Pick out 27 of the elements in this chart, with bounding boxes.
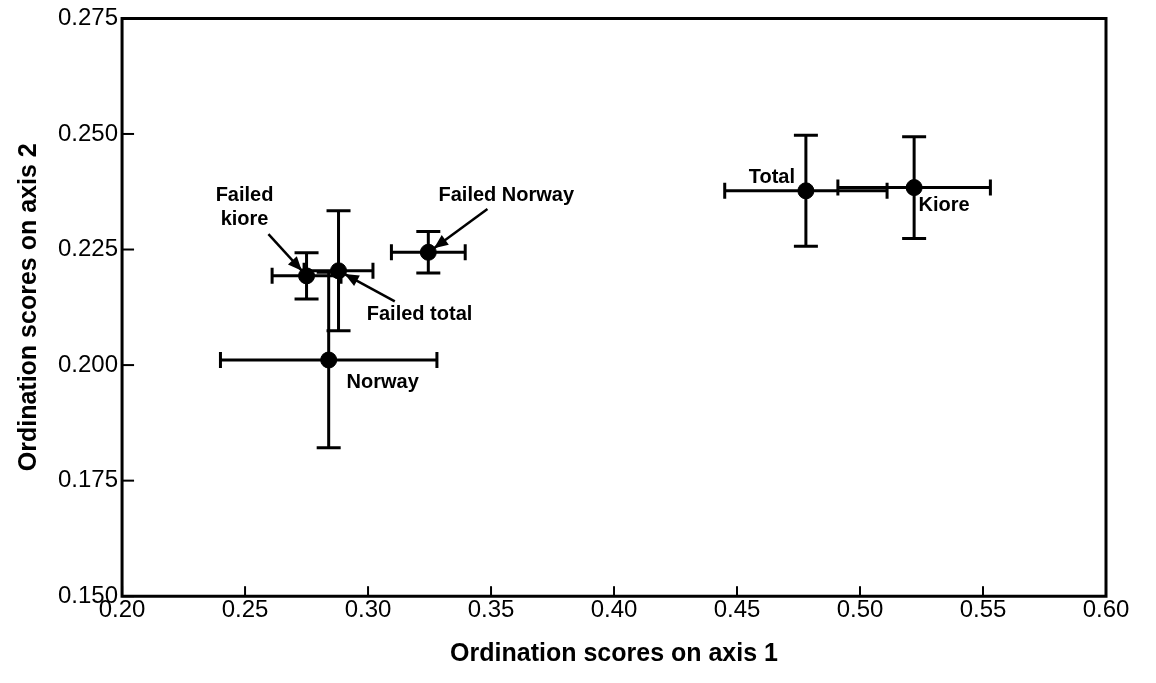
y-axis-title: Ordination scores on axis 2 xyxy=(12,143,41,472)
x-tick-label: 0.45 xyxy=(713,595,761,623)
point xyxy=(320,351,338,369)
y-tick-label: 0.275 xyxy=(58,3,119,31)
x-tick-label: 0.55 xyxy=(959,595,1007,623)
y-tick-label: 0.250 xyxy=(58,118,119,146)
x-axis-title: Ordination scores on axis 1 xyxy=(450,637,779,666)
annotation: Failed Norway xyxy=(438,182,575,205)
x-tick-label: 0.60 xyxy=(1082,595,1130,623)
annotation: Total xyxy=(748,165,796,188)
annotation: Failed kiore xyxy=(215,183,274,230)
y-tick-label: 0.200 xyxy=(58,349,119,377)
point xyxy=(419,243,437,261)
x-tick-label: 0.50 xyxy=(836,595,884,623)
x-tick-label: 0.25 xyxy=(221,595,269,623)
x-tick-label: 0.35 xyxy=(467,595,515,623)
x-tick-label: 0.40 xyxy=(590,595,638,623)
point xyxy=(797,182,815,200)
annotation: Failed total xyxy=(366,302,473,325)
y-tick-label: 0.225 xyxy=(58,234,119,262)
point xyxy=(298,267,316,285)
annotation: Kiore xyxy=(918,193,970,216)
y-tick-label: 0.175 xyxy=(58,465,119,493)
point xyxy=(905,179,923,197)
point xyxy=(330,262,348,280)
annotation: Norway xyxy=(346,369,420,392)
x-tick-label: 0.30 xyxy=(344,595,392,623)
